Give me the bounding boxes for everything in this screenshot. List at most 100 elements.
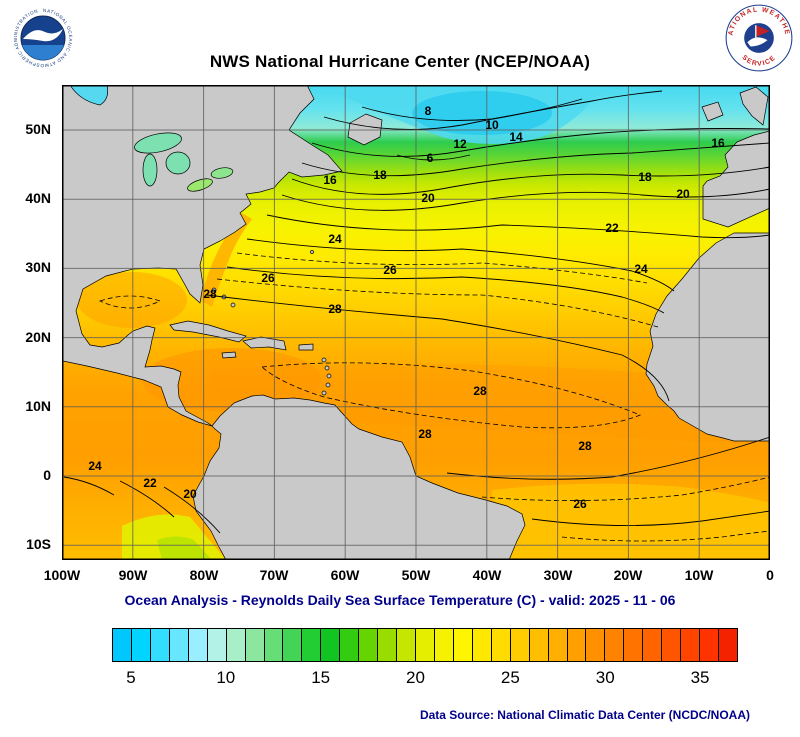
colorbar-segment bbox=[434, 629, 454, 661]
contour-label: 6 bbox=[427, 151, 434, 165]
lat-tick-label: 30N bbox=[25, 259, 51, 275]
colorbar-segment bbox=[472, 629, 492, 661]
colorbar-segment bbox=[359, 629, 379, 661]
lat-tick-label: 40N bbox=[25, 190, 51, 206]
colorbar-segment bbox=[397, 629, 416, 661]
data-source: Data Source: National Climatic Data Cent… bbox=[419, 708, 750, 722]
lon-tick-label: 40W bbox=[472, 567, 502, 583]
page-title: NWS National Hurricane Center (NCEP/NOAA… bbox=[209, 52, 591, 71]
land-south-america bbox=[192, 394, 526, 560]
colorbar-tick-label: 15 bbox=[311, 668, 331, 687]
contour-label: 16 bbox=[323, 173, 337, 187]
colorbar-segment bbox=[245, 629, 265, 661]
bahamas-bermuda bbox=[211, 250, 314, 308]
colorbar-segment bbox=[131, 629, 151, 661]
colorbar-segment bbox=[567, 629, 587, 661]
colorbar-segment bbox=[491, 629, 511, 661]
land-britain bbox=[739, 86, 769, 126]
colorbar-segment bbox=[169, 629, 189, 661]
lon-tick-label: 50W bbox=[401, 567, 431, 583]
colorbar-segment bbox=[624, 629, 644, 661]
colorbar-segment bbox=[226, 629, 246, 661]
cold-core bbox=[412, 91, 552, 135]
graticule bbox=[62, 85, 770, 560]
lat-tick-label: 20N bbox=[25, 329, 51, 345]
land-europe-iberia bbox=[702, 130, 770, 228]
lon-tick-label: 90W bbox=[118, 567, 148, 583]
contour-label: 22 bbox=[143, 476, 157, 490]
lon-tick-label: 30W bbox=[543, 567, 573, 583]
contour-label: 18 bbox=[373, 168, 387, 182]
contour-label: 8 bbox=[425, 104, 432, 118]
land-ireland bbox=[701, 101, 724, 122]
contour-label: 24 bbox=[634, 262, 648, 276]
contour-label: 26 bbox=[261, 271, 275, 285]
land-north-america bbox=[62, 85, 343, 427]
colorbar-segment bbox=[681, 629, 701, 661]
lat-tick-label: 0 bbox=[43, 467, 51, 483]
colorbar-tick-label: 30 bbox=[595, 668, 615, 687]
map-area: 8 10 12 6 14 16 16 18 18 20 20 22 24 24 26 26 28 28 28 28 28… bbox=[62, 85, 770, 560]
contour-label: 28 bbox=[418, 427, 432, 441]
contour-label: 28 bbox=[578, 439, 592, 453]
island-puerto-rico bbox=[298, 343, 314, 351]
colorbar-segment bbox=[188, 629, 208, 661]
contour-labels: 8 10 12 6 14 16 16 18 18 20 20 22 24 24 26 26 28 28 28 28 28… bbox=[88, 104, 725, 511]
colorbar-tick-label: 5 bbox=[126, 668, 136, 687]
colorbar-segment bbox=[264, 629, 284, 661]
colorbar-segment bbox=[113, 629, 132, 661]
contour-label: 12 bbox=[453, 137, 467, 151]
gulf-stream-warm-tongue bbox=[200, 213, 252, 307]
contour-label: 24 bbox=[328, 232, 342, 246]
lon-tick-label: 0 bbox=[766, 567, 774, 583]
map-subtitle: Ocean Analysis - Reynolds Daily Sea Surf… bbox=[124, 592, 676, 608]
contour-label: 24 bbox=[88, 459, 102, 473]
colorbar-segment bbox=[605, 629, 625, 661]
sst-map: 8 10 12 6 14 16 16 18 18 20 20 22 24 24 26 26 28 28 28 28 28… bbox=[62, 85, 770, 560]
pacific-cool-core bbox=[157, 536, 212, 560]
contour-label: 20 bbox=[183, 487, 197, 501]
colorbar-tick-label: 35 bbox=[690, 668, 710, 687]
contour-label: 18 bbox=[638, 170, 652, 184]
map-border bbox=[62, 85, 770, 560]
contour-label: 28 bbox=[328, 302, 342, 316]
colorbar-segment bbox=[548, 629, 568, 661]
lon-tick-label: 10W bbox=[684, 567, 714, 583]
island-cuba bbox=[169, 320, 247, 343]
lat-tick-label: 50N bbox=[25, 121, 51, 137]
colorbar-segment bbox=[586, 629, 606, 661]
nws-logo-icon: NATIONAL WEATHER SERVICE bbox=[721, 0, 793, 72]
noaa-logo: NATIONAL OCEANIC AND ATMOSPHERIC ADMINIS… bbox=[10, 5, 76, 71]
lat-tick-label: 10N bbox=[25, 398, 51, 414]
contour-label: 20 bbox=[421, 191, 435, 205]
contour-label: 20 bbox=[676, 187, 690, 201]
colorbar-tick-label: 20 bbox=[406, 668, 425, 687]
contour-label: 26 bbox=[383, 263, 397, 277]
noaa-logo-icon: NATIONAL OCEANIC AND ATMOSPHERIC ADMINIS… bbox=[11, 6, 75, 70]
colorbar-segment bbox=[662, 629, 682, 661]
colorbar bbox=[112, 628, 738, 662]
gulf-of-mexico-warm-pool bbox=[77, 272, 187, 328]
land-africa bbox=[645, 232, 770, 442]
lon-tick-label: 20W bbox=[613, 567, 643, 583]
nws-logo: NATIONAL WEATHER SERVICE bbox=[721, 0, 794, 73]
contour-label: 26 bbox=[573, 497, 587, 511]
colorbar-segment bbox=[643, 629, 663, 661]
lat-tick-label: 10S bbox=[26, 536, 51, 552]
contour-label: 14 bbox=[509, 130, 523, 144]
colorbar-tick-label: 10 bbox=[216, 668, 236, 687]
tropical-warm-band bbox=[212, 363, 770, 445]
contour-label: 28 bbox=[203, 287, 217, 301]
colorbar-segment bbox=[321, 629, 341, 661]
lon-tick-label: 60W bbox=[330, 567, 360, 583]
lon-tick-label: 100W bbox=[43, 567, 81, 583]
colorbar-segment bbox=[378, 629, 398, 661]
colorbar-segment bbox=[150, 629, 170, 661]
sst-contours bbox=[63, 90, 770, 542]
colorbar-segment bbox=[719, 629, 737, 661]
island-jamaica bbox=[221, 351, 237, 359]
great-lakes bbox=[134, 132, 234, 192]
colorbar-segment bbox=[453, 629, 473, 661]
longitude-axis: 100W 90W 80W 70W 60W 50W 40W 30W 20W 10W 0 bbox=[44, 565, 774, 587]
